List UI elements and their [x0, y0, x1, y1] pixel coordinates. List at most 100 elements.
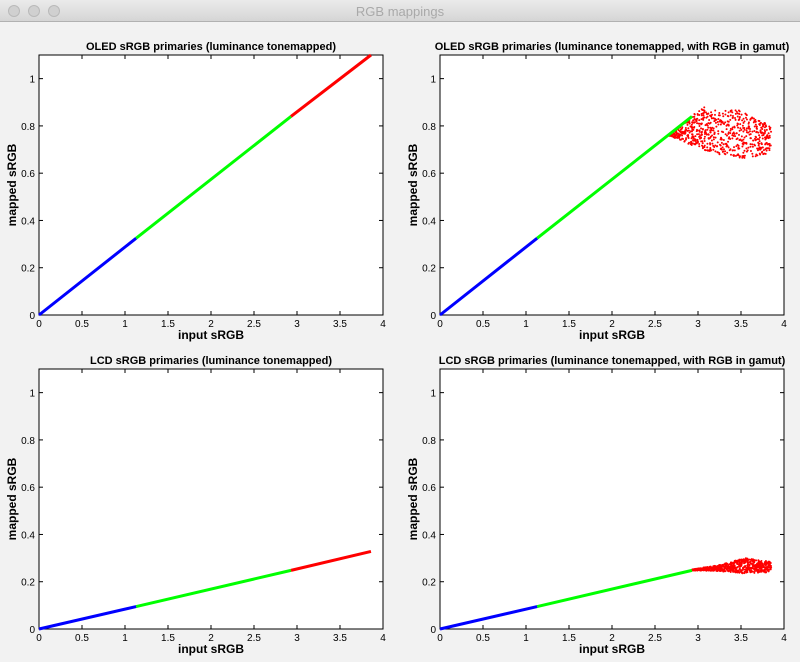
cloud-point	[718, 111, 721, 114]
cloud-point	[726, 565, 729, 568]
window-title: RGB mappings	[355, 4, 445, 19]
cloud-point	[731, 137, 734, 140]
cloud-point	[737, 147, 740, 150]
cloud-point	[749, 571, 752, 574]
x-tick-label: 4	[380, 633, 386, 644]
cloud-point	[706, 112, 709, 115]
cloud-point	[739, 138, 742, 141]
cloud-point	[707, 149, 710, 152]
blue-series-line	[439, 237, 539, 317]
cloud-point	[710, 115, 713, 118]
cloud-point	[700, 127, 703, 130]
cloud-point	[712, 138, 715, 141]
cloud-point	[700, 131, 703, 134]
cloud-point	[716, 569, 719, 572]
cloud-point	[696, 568, 699, 571]
cloud-point	[685, 137, 688, 140]
subplot-title: OLED sRGB primaries (luminance tonemappe…	[86, 41, 336, 53]
cloud-point	[753, 564, 756, 567]
cloud-point	[717, 567, 720, 570]
cloud-point	[729, 571, 732, 574]
cloud-point	[755, 127, 758, 130]
cloud-point	[679, 128, 682, 131]
y-axis-label: mapped sRGB	[406, 457, 420, 540]
cloud-point	[740, 562, 743, 565]
cloud-point	[753, 571, 756, 574]
zoom-window-button[interactable]	[48, 5, 60, 17]
cloud-point	[737, 126, 740, 129]
cloud-point	[710, 149, 713, 152]
cloud-point	[698, 135, 701, 138]
cloud-point	[697, 122, 700, 125]
cloud-point	[760, 151, 763, 154]
cloud-point	[709, 131, 712, 134]
cloud-point	[712, 144, 715, 147]
cloud-point	[707, 126, 710, 129]
y-tick-label: 1	[430, 75, 436, 86]
cloud-point	[709, 129, 712, 132]
cloud-point	[719, 568, 722, 571]
cloud-point	[710, 139, 713, 142]
cloud-point	[703, 135, 706, 138]
minimize-window-button[interactable]	[28, 5, 40, 17]
cloud-point	[757, 571, 760, 574]
cloud-point	[764, 563, 767, 566]
cloud-point	[735, 132, 738, 135]
cloud-point	[741, 119, 744, 122]
cloud-point	[722, 138, 725, 141]
cloud-point	[761, 569, 764, 572]
cloud-point	[704, 149, 707, 152]
cloud-point	[724, 142, 727, 145]
cloud-point	[759, 561, 762, 564]
cloud-point	[716, 145, 719, 148]
cloud-point	[737, 154, 740, 157]
close-window-button[interactable]	[8, 5, 20, 17]
cloud-point	[753, 130, 756, 133]
window-titlebar: RGB mappings	[0, 0, 800, 22]
cloud-point	[751, 130, 754, 133]
cloud-point	[764, 124, 767, 127]
cloud-point	[764, 138, 767, 141]
cloud-point	[717, 114, 720, 117]
cloud-point	[698, 119, 701, 122]
cloud-point	[721, 146, 724, 149]
cloud-point	[683, 132, 686, 135]
cloud-point	[733, 149, 736, 152]
x-tick-label: 1	[523, 633, 529, 644]
cloud-point	[701, 142, 704, 145]
cloud-point	[698, 145, 701, 148]
cloud-point	[767, 132, 770, 135]
cloud-point	[733, 126, 736, 129]
cloud-point	[765, 128, 768, 131]
x-tick-label: 3.5	[333, 319, 347, 330]
cloud-point	[745, 569, 748, 572]
cloud-point	[740, 139, 743, 142]
cloud-point	[731, 114, 734, 117]
cloud-point	[700, 140, 703, 143]
cloud-point	[761, 137, 764, 140]
x-tick-label: 3	[294, 633, 300, 644]
cloud-point	[746, 560, 749, 563]
cloud-point	[729, 565, 732, 568]
cloud-point	[681, 126, 684, 129]
x-tick-label: 4	[781, 319, 787, 330]
cloud-point	[726, 151, 729, 154]
cloud-point	[768, 144, 771, 147]
cloud-point	[714, 136, 717, 139]
cloud-point	[682, 138, 685, 141]
cloud-point	[676, 132, 679, 135]
x-tick-label: 2.5	[247, 319, 261, 330]
cloud-point	[707, 566, 710, 569]
cloud-point	[755, 130, 758, 133]
cloud-point	[755, 136, 758, 139]
cloud-point	[742, 117, 745, 120]
cloud-point	[742, 155, 745, 158]
cloud-point	[700, 122, 703, 125]
cloud-point	[757, 142, 760, 145]
cloud-point	[731, 132, 734, 135]
cloud-point	[696, 117, 699, 120]
cloud-point	[686, 123, 689, 126]
cloud-point	[716, 151, 719, 154]
cloud-point	[738, 567, 741, 570]
cloud-point	[704, 124, 707, 127]
